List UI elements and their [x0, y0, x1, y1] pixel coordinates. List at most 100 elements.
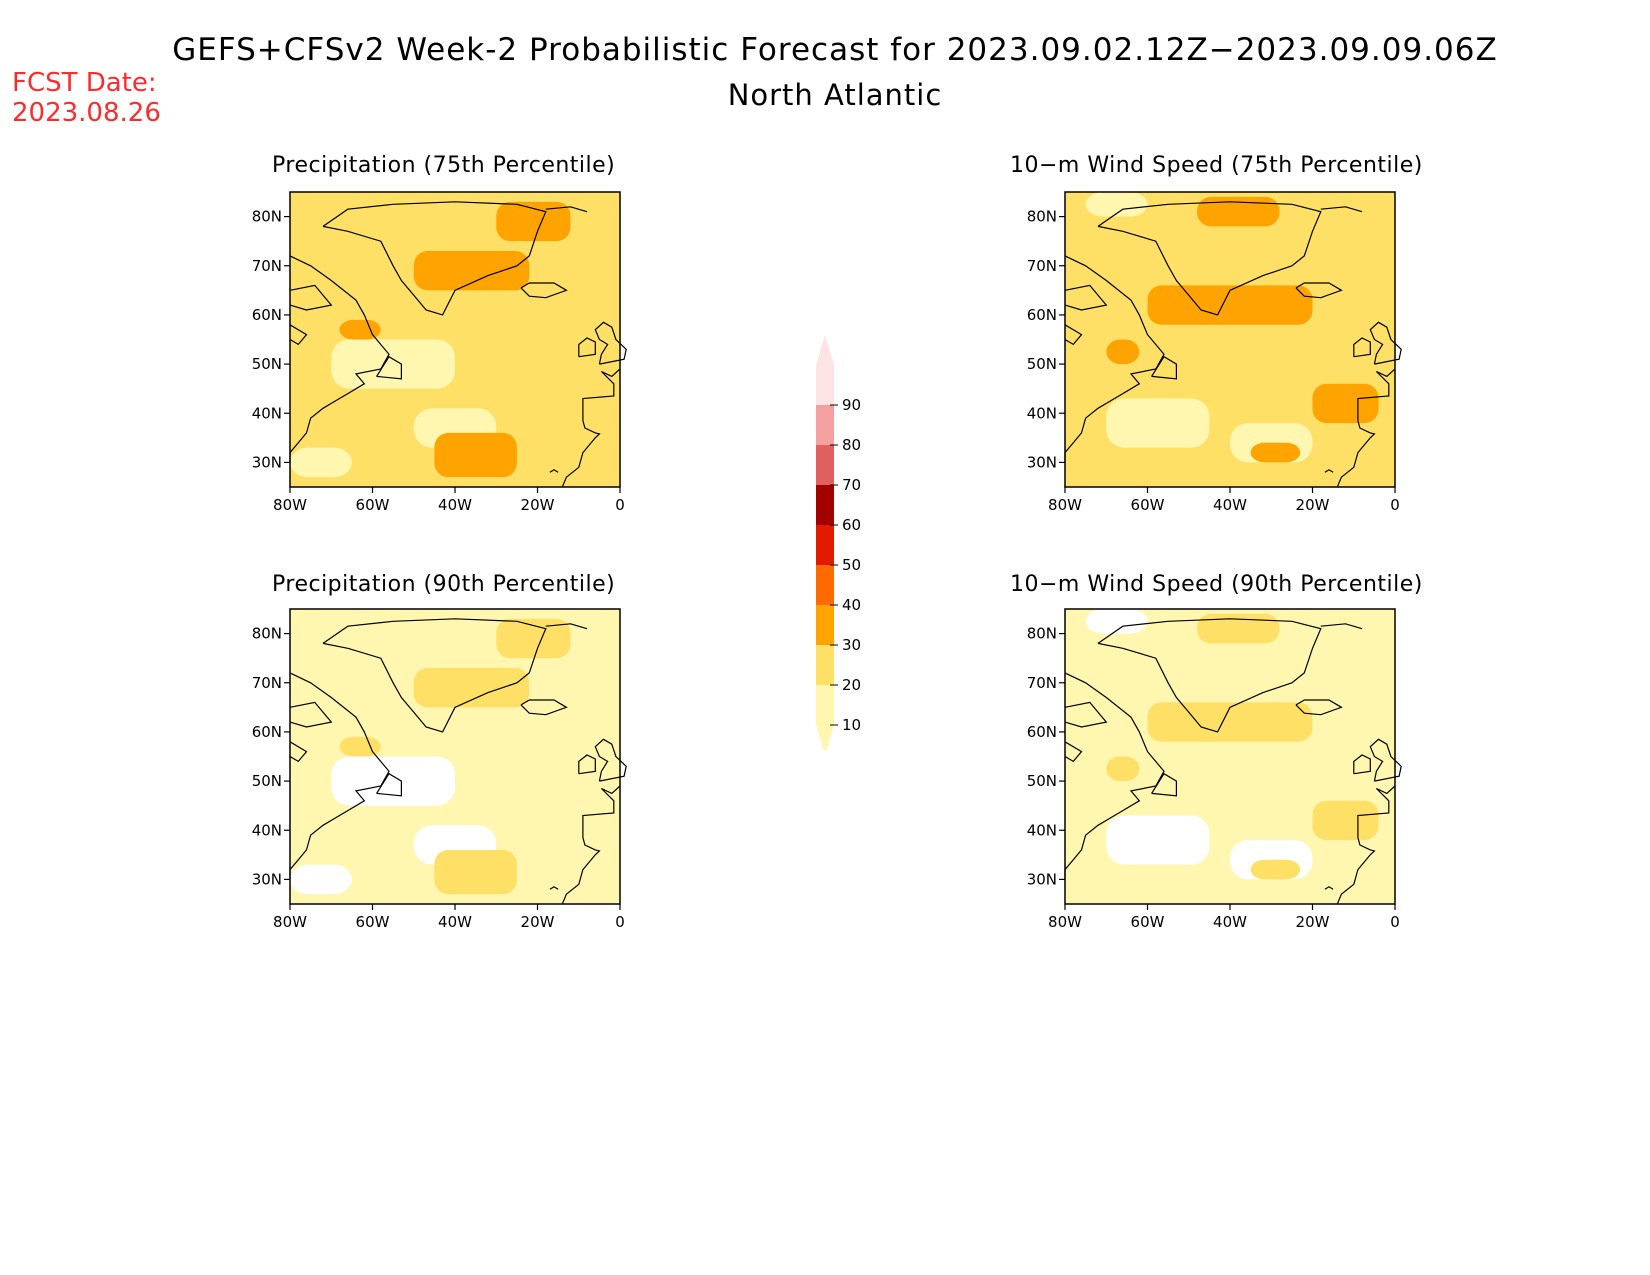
coastline: [1336, 785, 1396, 905]
coastline: [289, 284, 333, 311]
colorbar-segment: [816, 405, 834, 445]
lat-tick-label: 80N: [252, 625, 282, 643]
colorbar-segment: [816, 685, 834, 725]
lon-tick-label: 0: [615, 913, 625, 931]
fcst-date-value: 2023.08.26: [12, 98, 161, 128]
lat-tick-label: 70N: [1027, 674, 1057, 692]
coastline: [1064, 324, 1083, 346]
colorbar-level-label: 40: [842, 596, 861, 614]
coastline: [594, 738, 627, 782]
lon-tick-label: 40W: [1213, 496, 1247, 514]
coastline: [594, 321, 627, 365]
map-forecast-patch: [413, 668, 530, 708]
coastline: [1064, 701, 1108, 728]
coastline: [1151, 772, 1177, 797]
lat-tick-label: 60N: [252, 306, 282, 324]
map-light-patch: [290, 447, 352, 478]
colorbar-segment: [816, 365, 834, 405]
coastline: [289, 741, 308, 763]
map-forecast-patch: [434, 432, 517, 478]
lat-tick-label: 60N: [1027, 306, 1057, 324]
coastline: [1324, 886, 1334, 890]
page-title: GEFS+CFSv2 Week-2 Probabilistic Forecast…: [172, 32, 1498, 68]
map-forecast-patch: [1312, 800, 1379, 841]
lon-tick-label: 20W: [1296, 496, 1330, 514]
colorbar-segment: [816, 565, 834, 605]
lat-tick-label: 50N: [252, 772, 282, 790]
lat-tick-label: 60N: [1027, 723, 1057, 741]
coastline: [1064, 741, 1083, 763]
coastline: [289, 324, 308, 346]
lat-tick-label: 80N: [252, 208, 282, 226]
map-forecast-patch: [1250, 442, 1301, 463]
map-forecast-patch: [339, 319, 381, 340]
lon-tick-label: 40W: [438, 913, 472, 931]
coastline: [1151, 355, 1177, 380]
lat-tick-label: 80N: [1027, 208, 1057, 226]
map-forecast-patch: [413, 251, 530, 291]
map-light-patch: [1106, 815, 1210, 865]
lat-tick-label: 70N: [1027, 257, 1057, 275]
coastline: [561, 368, 621, 488]
map-light-patch: [1106, 398, 1210, 448]
map-light-patch: [331, 756, 455, 806]
lat-tick-label: 80N: [1027, 625, 1057, 643]
coastline: [1295, 699, 1343, 716]
lat-tick-label: 30N: [1027, 870, 1057, 888]
coastline: [1353, 337, 1371, 358]
lon-tick-label: 60W: [356, 496, 390, 514]
lon-tick-label: 40W: [1213, 913, 1247, 931]
map-light-patch: [1085, 609, 1148, 634]
lat-tick-label: 50N: [1027, 355, 1057, 373]
coastline: [289, 672, 390, 880]
panel-title-precip90: Precipitation (90th Percentile): [272, 572, 616, 597]
map-forecast-patch: [1312, 383, 1379, 424]
lat-tick-label: 40N: [252, 821, 282, 839]
lon-tick-label: 0: [615, 496, 625, 514]
colorbar-level-label: 30: [842, 636, 861, 654]
map-wind90: 80N 70N 60N 50N 40N 30N 80W 60W 40W 20W 0: [1027, 608, 1402, 931]
map-forecast-patch: [1106, 339, 1140, 365]
coastline: [1324, 469, 1334, 473]
lon-tick-label: 60W: [356, 913, 390, 931]
coastline: [520, 699, 568, 716]
coastline: [1064, 255, 1165, 463]
map-precip75: 80N 70N 60N 50N 40N 30N 80W 60W 40W 20W 0: [252, 191, 627, 514]
coastline: [561, 785, 621, 905]
colorbar-level-label: 80: [842, 436, 861, 454]
colorbar-level-label: 50: [842, 556, 861, 574]
coastline: [578, 754, 596, 775]
map-wind75: 80N 70N 60N 50N 40N 30N 80W 60W 40W 20W 0: [1027, 191, 1402, 514]
lat-tick-label: 70N: [252, 674, 282, 692]
lat-tick-label: 40N: [1027, 404, 1057, 422]
lon-tick-label: 20W: [521, 496, 555, 514]
coastline: [289, 701, 333, 728]
coastline: [376, 772, 402, 797]
map-forecast-patch: [339, 736, 381, 757]
colorbar-segment: [816, 645, 834, 685]
colorbar-level-label: 10: [842, 716, 861, 734]
panel-title-wind90: 10−m Wind Speed (90th Percentile): [1010, 572, 1423, 597]
coastline: [1064, 284, 1108, 311]
lon-tick-label: 0: [1390, 496, 1400, 514]
lon-tick-label: 20W: [521, 913, 555, 931]
fcst-date-label: FCST Date:: [12, 68, 157, 98]
map-light-patch: [1085, 192, 1148, 217]
coastline: [549, 469, 559, 473]
map-light-patch: [331, 339, 455, 389]
map-forecast-patch: [1250, 859, 1301, 880]
coastline: [1369, 321, 1402, 365]
coastline: [1064, 672, 1165, 880]
lon-tick-label: 80W: [1048, 496, 1082, 514]
lon-tick-label: 80W: [273, 913, 307, 931]
coastline: [520, 282, 568, 299]
lat-tick-label: 30N: [1027, 453, 1057, 471]
coastline: [1353, 754, 1371, 775]
lat-tick-label: 40N: [252, 404, 282, 422]
panel-title-precip75: Precipitation (75th Percentile): [272, 153, 616, 178]
lat-tick-label: 30N: [252, 453, 282, 471]
coastline: [578, 337, 596, 358]
map-forecast-patch: [496, 201, 571, 242]
lon-tick-label: 60W: [1131, 913, 1165, 931]
colorbar-segment: [816, 485, 834, 525]
